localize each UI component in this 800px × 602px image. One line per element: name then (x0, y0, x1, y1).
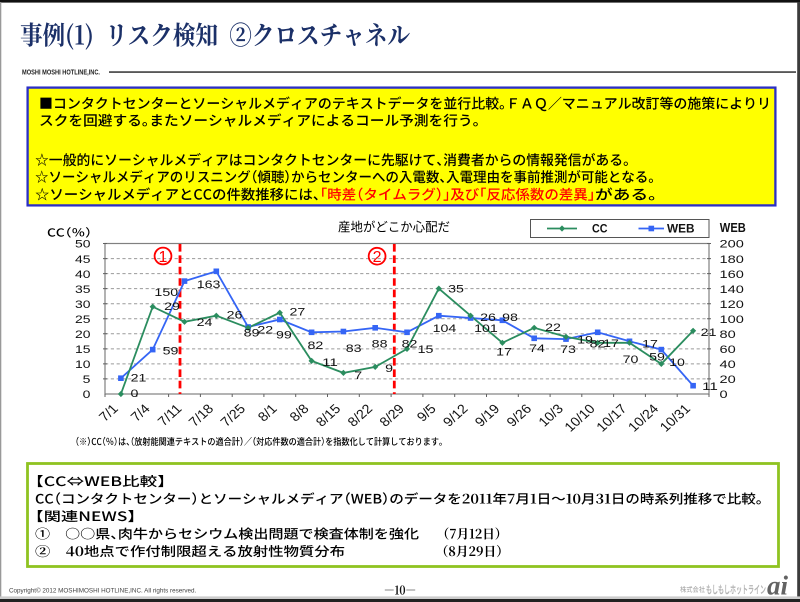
svg-text:140: 140 (720, 284, 744, 296)
svg-text:35: 35 (75, 284, 91, 296)
svg-text:1: 1 (159, 249, 168, 266)
svg-text:17: 17 (603, 338, 619, 350)
svg-text:29: 29 (164, 301, 180, 313)
svg-text:Copyright© 2012 MOSHIMOSHI HOT: Copyright© 2012 MOSHIMOSHI HOTLINE,INC. … (9, 587, 197, 595)
svg-text:160: 160 (720, 269, 744, 281)
svg-text:80: 80 (720, 329, 736, 341)
svg-text:101: 101 (474, 323, 498, 335)
svg-text:70: 70 (623, 354, 639, 366)
svg-text:59: 59 (649, 352, 665, 364)
svg-text:98: 98 (502, 312, 518, 324)
svg-text:5: 5 (83, 374, 91, 386)
svg-text:120: 120 (720, 299, 744, 311)
svg-text:104: 104 (433, 323, 457, 335)
svg-text:21: 21 (701, 327, 717, 339)
svg-text:2: 2 (373, 249, 382, 266)
svg-text:59: 59 (163, 346, 179, 358)
svg-text:83: 83 (346, 343, 362, 355)
svg-text:20: 20 (75, 329, 91, 341)
svg-text:MOSHI MOSHI HOTLINE,INC.: MOSHI MOSHI HOTLINE,INC. (22, 70, 100, 77)
svg-text:11: 11 (702, 381, 718, 393)
svg-text:35: 35 (448, 284, 464, 296)
svg-text:82: 82 (590, 339, 606, 351)
svg-text:100: 100 (720, 314, 744, 326)
svg-text:11: 11 (322, 357, 338, 369)
svg-text:45: 45 (75, 254, 91, 266)
svg-text:24: 24 (197, 317, 213, 329)
svg-text:10: 10 (75, 359, 91, 371)
svg-text:10: 10 (669, 357, 685, 369)
svg-text:99: 99 (276, 330, 292, 342)
svg-text:17: 17 (642, 339, 658, 351)
svg-text:82: 82 (308, 340, 324, 352)
svg-text:21: 21 (131, 372, 147, 384)
svg-text:200: 200 (720, 239, 744, 251)
svg-text:0: 0 (720, 389, 728, 401)
svg-text:ai: ai (767, 571, 789, 601)
svg-text:30: 30 (75, 299, 91, 311)
svg-text:27: 27 (290, 306, 306, 318)
svg-text:CC: CC (592, 222, 608, 236)
svg-text:9: 9 (385, 363, 393, 375)
svg-text:26: 26 (480, 312, 496, 324)
svg-text:22: 22 (545, 322, 561, 334)
svg-text:15: 15 (75, 344, 91, 356)
svg-text:26: 26 (227, 310, 243, 322)
svg-text:73: 73 (560, 344, 576, 356)
svg-text:50: 50 (75, 239, 91, 251)
svg-text:17: 17 (496, 347, 512, 359)
svg-text:19: 19 (577, 335, 593, 347)
svg-text:15: 15 (418, 344, 434, 356)
svg-text:88: 88 (372, 339, 388, 351)
svg-text:40: 40 (720, 359, 736, 371)
svg-text:25: 25 (75, 314, 91, 326)
svg-text:WEB: WEB (720, 221, 746, 235)
svg-text:0: 0 (131, 388, 139, 400)
svg-text:20: 20 (720, 374, 736, 386)
svg-text:7: 7 (354, 370, 362, 382)
svg-text:40: 40 (75, 269, 91, 281)
svg-text:163: 163 (197, 279, 221, 291)
svg-text:60: 60 (720, 344, 736, 356)
svg-text:82: 82 (402, 339, 418, 351)
svg-text:89: 89 (244, 328, 260, 340)
svg-text:150: 150 (154, 287, 178, 299)
svg-text:180: 180 (720, 254, 744, 266)
svg-text:74: 74 (529, 343, 545, 355)
svg-text:0: 0 (83, 389, 91, 401)
svg-text:22: 22 (257, 324, 273, 336)
svg-text:WEB: WEB (667, 222, 695, 236)
